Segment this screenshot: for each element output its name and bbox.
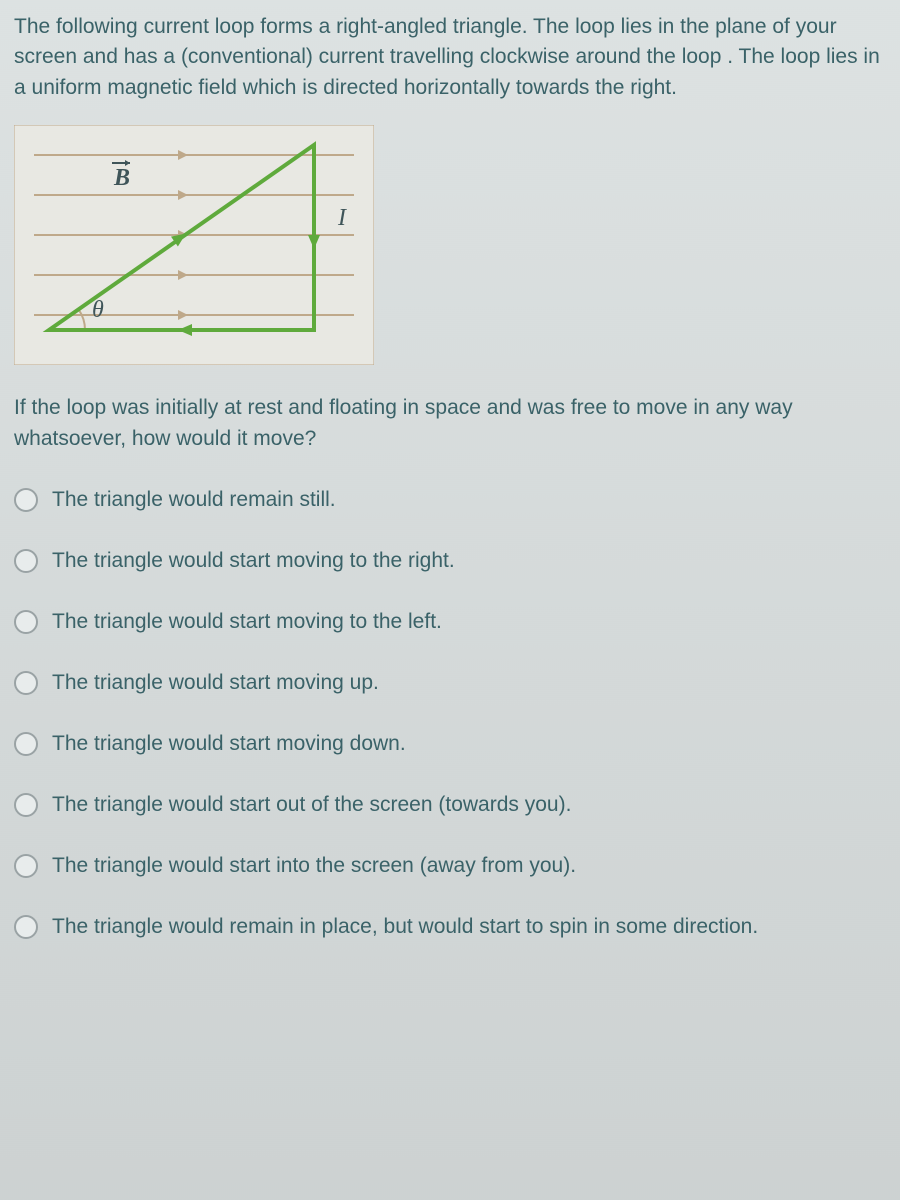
option-row[interactable]: The triangle would remain still. xyxy=(14,488,886,512)
option-label: The triangle would start moving down. xyxy=(52,732,406,756)
question-followup-text: If the loop was initially at rest and fl… xyxy=(14,393,886,454)
option-row[interactable]: The triangle would start moving up. xyxy=(14,671,886,695)
option-label: The triangle would remain in place, but … xyxy=(52,915,758,939)
option-label: The triangle would start moving up. xyxy=(52,671,379,695)
option-label: The triangle would start out of the scre… xyxy=(52,793,571,817)
option-row[interactable]: The triangle would start out of the scre… xyxy=(14,793,886,817)
radio-button[interactable] xyxy=(14,732,38,756)
option-row[interactable]: The triangle would start into the screen… xyxy=(14,854,886,878)
option-row[interactable]: The triangle would start moving to the r… xyxy=(14,549,886,573)
option-label: The triangle would remain still. xyxy=(52,488,336,512)
options-list: The triangle would remain still. The tria… xyxy=(14,488,886,939)
option-row[interactable]: The triangle would remain in place, but … xyxy=(14,915,886,939)
svg-text:B: B xyxy=(113,165,130,191)
svg-text:I: I xyxy=(337,205,347,231)
option-row[interactable]: The triangle would start moving to the l… xyxy=(14,610,886,634)
triangle-diagram: B Iθ xyxy=(14,125,374,365)
option-label: The triangle would start into the screen… xyxy=(52,854,576,878)
radio-button[interactable] xyxy=(14,488,38,512)
radio-button[interactable] xyxy=(14,854,38,878)
radio-button[interactable] xyxy=(14,671,38,695)
radio-button[interactable] xyxy=(14,793,38,817)
radio-button[interactable] xyxy=(14,610,38,634)
option-row[interactable]: The triangle would start moving down. xyxy=(14,732,886,756)
option-label: The triangle would start moving to the r… xyxy=(52,549,455,573)
radio-button[interactable] xyxy=(14,915,38,939)
question-intro-text: The following current loop forms a right… xyxy=(14,12,886,103)
radio-button[interactable] xyxy=(14,549,38,573)
option-label: The triangle would start moving to the l… xyxy=(52,610,442,634)
svg-text:θ: θ xyxy=(92,297,104,323)
